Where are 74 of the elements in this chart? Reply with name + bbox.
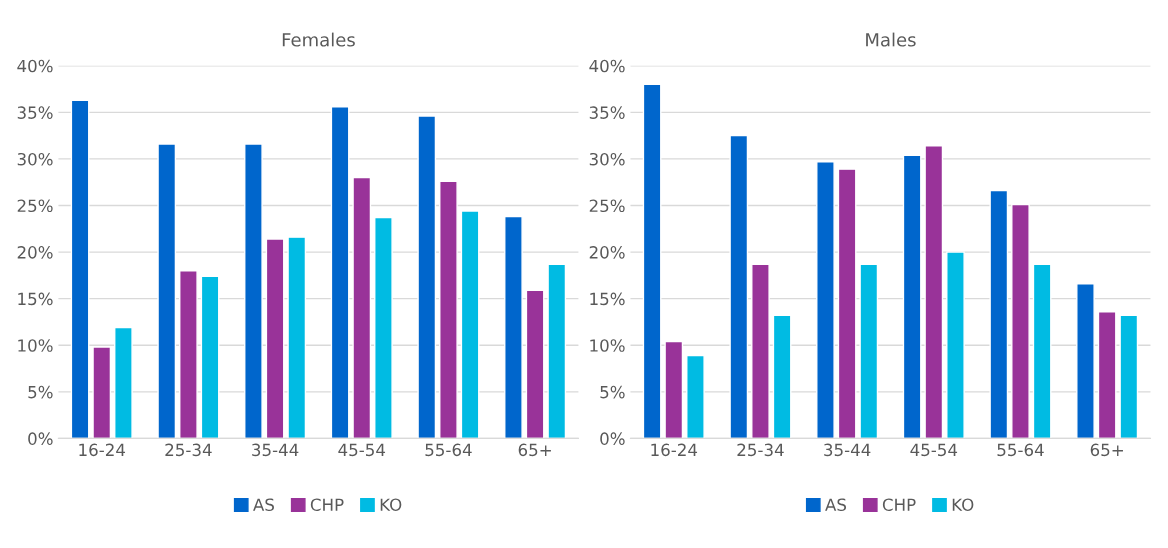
x-tick-label: 16-24 — [79, 443, 126, 457]
bar — [902, 154, 922, 439]
y-tick-label: 5% — [600, 385, 625, 399]
bar — [417, 115, 437, 439]
x-tick-label: 35-44 — [824, 443, 871, 457]
y-tick-label: 25% — [17, 199, 53, 213]
bar — [70, 99, 90, 439]
x-tick-label: 65+ — [518, 443, 551, 457]
x-tick-label: 25-34 — [165, 443, 212, 457]
bar — [772, 314, 792, 439]
y-tick-label: 35% — [17, 106, 53, 119]
bar — [114, 326, 133, 439]
x-tick-label: 16-24 — [651, 443, 698, 457]
bar — [547, 263, 567, 439]
legend-label: KO — [380, 498, 402, 512]
bar — [179, 270, 198, 439]
bar — [642, 83, 662, 439]
y-tick-label: 0% — [600, 432, 625, 445]
y-tick-label: 40% — [17, 59, 53, 73]
y-tick-label: 25% — [589, 199, 625, 213]
y-tick-label: 0% — [28, 432, 53, 445]
bar — [374, 216, 393, 439]
x-tick-label: 45-54 — [910, 443, 958, 457]
bar — [265, 238, 285, 439]
x-tick-label: 25-34 — [737, 443, 784, 457]
x-tick-label: 55-64 — [425, 443, 472, 457]
legend-label: KO — [952, 498, 974, 512]
y-tick-label: 30% — [589, 152, 625, 166]
chart-title: Females — [282, 32, 355, 47]
bar — [1032, 263, 1052, 439]
x-tick-label: 55-64 — [997, 443, 1044, 457]
bar — [92, 346, 112, 439]
y-tick-label: 40% — [589, 59, 625, 73]
y-tick-label: 5% — [28, 385, 53, 399]
bar — [946, 251, 965, 439]
bar — [1076, 283, 1095, 439]
bar — [729, 134, 749, 439]
bar — [686, 354, 705, 439]
y-tick-label: 35% — [589, 106, 625, 119]
bar — [924, 145, 944, 439]
bar — [460, 210, 480, 439]
bar — [504, 215, 523, 439]
chart-title: Males — [866, 32, 916, 47]
bar — [816, 161, 835, 439]
y-tick-label: 20% — [589, 246, 625, 259]
bar — [1097, 311, 1117, 439]
y-tick-label: 10% — [18, 339, 53, 352]
bar — [859, 263, 879, 439]
bar — [200, 275, 220, 439]
bar — [1011, 203, 1030, 439]
bar — [1119, 314, 1139, 439]
bar — [244, 143, 263, 439]
bar — [525, 289, 545, 439]
y-tick-label: 15% — [18, 292, 53, 306]
x-tick-label: 45-54 — [338, 443, 386, 457]
y-tick-label: 20% — [17, 246, 53, 259]
bar — [989, 189, 1009, 439]
bar — [664, 340, 684, 439]
legend-label: CHP — [310, 498, 344, 512]
bar — [157, 143, 177, 439]
x-tick-label: 65+ — [1090, 443, 1123, 457]
bar — [439, 180, 458, 439]
bar — [837, 168, 857, 439]
y-tick-label: 30% — [17, 152, 53, 166]
bar — [352, 176, 372, 439]
bar — [330, 106, 350, 439]
x-tick-label: 35-44 — [252, 443, 299, 457]
legend-label: CHP — [882, 498, 916, 512]
bar — [751, 263, 770, 439]
legend-label: AS — [825, 498, 847, 512]
y-tick-label: 15% — [590, 292, 625, 306]
y-tick-label: 10% — [590, 339, 625, 352]
bar — [287, 236, 307, 439]
legend-label: AS — [253, 498, 274, 512]
